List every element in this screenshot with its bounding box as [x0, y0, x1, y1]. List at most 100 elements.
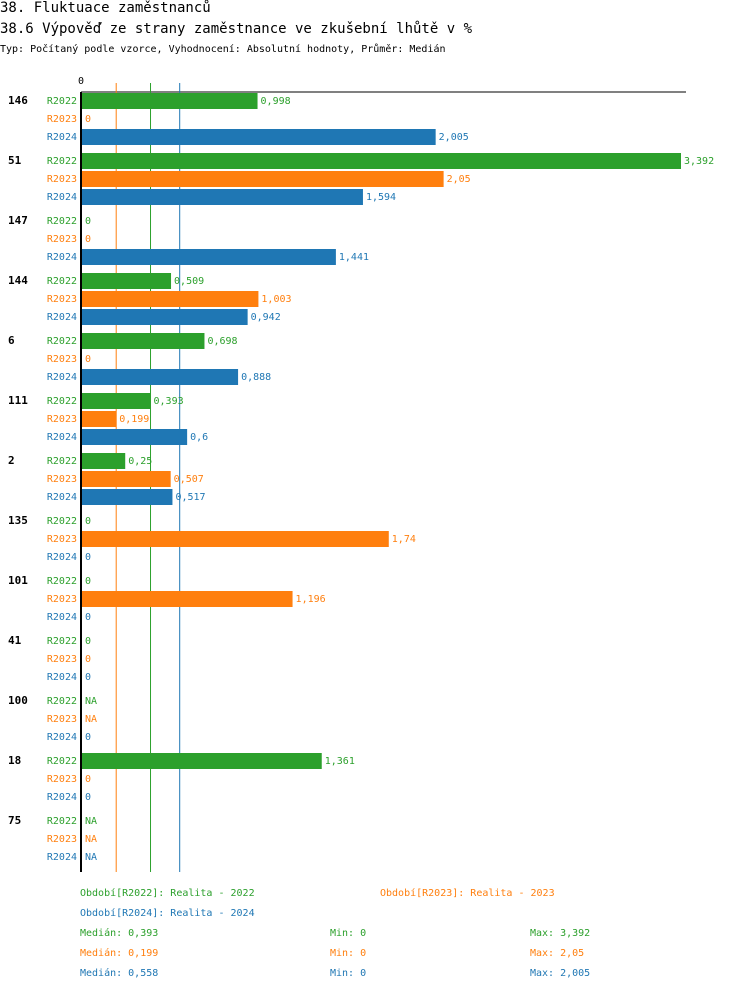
group-label-101: 101 [8, 574, 28, 587]
series-label-r2022: R2022 [47, 816, 77, 827]
value-label-41-r2024: 0 [85, 672, 91, 683]
group-label-135: 135 [8, 514, 28, 527]
value-label-100-r2024: 0 [85, 732, 91, 743]
series-label-r2022: R2022 [47, 96, 77, 107]
group-label-147: 147 [8, 214, 28, 227]
stats-r2023-min: Min: 0 [330, 948, 367, 959]
value-label-147-r2022: 0 [85, 216, 91, 227]
group-label-111: 111 [8, 394, 28, 407]
value-label-144-r2024: 0,942 [251, 312, 281, 323]
group-label-146: 146 [8, 94, 28, 107]
group-label-75: 75 [8, 814, 21, 827]
bar-144-r2023 [81, 291, 259, 307]
group-label-2: 2 [8, 454, 15, 467]
bar-111-r2023 [81, 411, 117, 427]
series-label-r2024: R2024 [47, 432, 77, 443]
value-label-6-r2023: 0 [85, 354, 91, 365]
chart-subtitle: 38.6 Výpověď ze strany zaměstnance ve zk… [0, 21, 473, 37]
stats-r2024-median: Medián: 0,558 [80, 968, 159, 979]
bar-chart: 0 146 R2022 0,998 R2023 0 R2024 2,005 51 R2022 3,3… [8, 76, 714, 872]
value-label-18-r2022: 1,361 [325, 756, 355, 767]
series-label-r2023: R2023 [47, 234, 77, 245]
series-label-r2023: R2023 [47, 354, 77, 365]
legend-r2024: Období[R2024]: Realita - 2024 [80, 908, 255, 919]
series-label-r2022: R2022 [47, 156, 77, 167]
legend-r2023: Období[R2023]: Realita - 2023 [380, 888, 555, 899]
series-label-r2022: R2022 [47, 336, 77, 347]
series-label-r2023: R2023 [47, 774, 77, 785]
group-label-144: 144 [8, 274, 28, 287]
value-label-135-r2022: 0 [85, 516, 91, 527]
bar-144-r2022 [81, 273, 172, 289]
series-label-r2024: R2024 [47, 372, 77, 383]
value-label-144-r2023: 1,003 [261, 294, 291, 305]
value-label-147-r2023: 0 [85, 234, 91, 245]
series-label-r2024: R2024 [47, 552, 77, 563]
bar-2-r2024 [81, 489, 173, 505]
series-label-r2022: R2022 [47, 516, 77, 527]
bar-146-r2024 [81, 129, 436, 145]
series-label-r2022: R2022 [47, 576, 77, 587]
stats-r2022-min: Min: 0 [330, 928, 367, 939]
bar-6-r2022 [81, 333, 205, 349]
value-label-18-r2023: 0 [85, 774, 91, 785]
series-label-r2022: R2022 [47, 756, 77, 767]
bar-2-r2022 [81, 453, 126, 469]
value-label-75-r2024: NA [85, 852, 97, 863]
group-label-41: 41 [8, 634, 22, 647]
series-label-r2023: R2023 [47, 174, 77, 185]
series-label-r2023: R2023 [47, 294, 77, 305]
group-label-6: 6 [8, 334, 15, 347]
stats-r2024-max: Max: 2,005 [530, 968, 591, 979]
group-label-51: 51 [8, 154, 22, 167]
series-label-r2023: R2023 [47, 414, 77, 425]
series-label-r2023: R2023 [47, 654, 77, 665]
series-label-r2022: R2022 [47, 456, 77, 467]
value-label-100-r2022: NA [85, 696, 97, 707]
bar-147-r2024 [81, 249, 336, 265]
value-label-101-r2022: 0 [85, 576, 91, 587]
axis-zero-label: 0 [78, 76, 84, 87]
chart-info: Typ: Počítaný podle vzorce, Vyhodnocení:… [0, 44, 446, 55]
series-label-r2023: R2023 [47, 594, 77, 605]
bar-144-r2024 [81, 309, 248, 325]
series-label-r2023: R2023 [47, 534, 77, 545]
value-label-146-r2023: 0 [85, 114, 91, 125]
group-label-18: 18 [8, 754, 21, 767]
value-label-111-r2023: 0,199 [119, 414, 149, 425]
value-label-75-r2023: NA [85, 834, 97, 845]
bar-6-r2024 [81, 369, 239, 385]
value-label-2-r2023: 0,507 [174, 474, 204, 485]
series-label-r2022: R2022 [47, 276, 77, 287]
value-label-101-r2024: 0 [85, 612, 91, 623]
bar-146-r2022 [81, 93, 258, 109]
series-label-r2024: R2024 [47, 132, 77, 143]
bar-18-r2022 [81, 753, 322, 769]
value-label-144-r2022: 0,509 [174, 276, 204, 287]
series-label-r2024: R2024 [47, 612, 77, 623]
value-label-6-r2022: 0,698 [207, 336, 237, 347]
value-label-101-r2023: 1,196 [296, 594, 326, 605]
series-label-r2023: R2023 [47, 114, 77, 125]
bar-51-r2023 [81, 171, 444, 187]
series-label-r2022: R2022 [47, 696, 77, 707]
series-label-r2024: R2024 [47, 252, 77, 263]
stats-r2023-max: Max: 2,05 [530, 948, 585, 959]
value-label-41-r2023: 0 [85, 654, 91, 665]
series-label-r2023: R2023 [47, 834, 77, 845]
value-label-111-r2024: 0,6 [190, 432, 208, 443]
value-label-111-r2022: 0,393 [154, 396, 184, 407]
value-label-2-r2022: 0,25 [128, 456, 152, 467]
bar-51-r2022 [81, 153, 681, 169]
bar-111-r2022 [81, 393, 151, 409]
series-label-r2022: R2022 [47, 216, 77, 227]
value-label-51-r2022: 3,392 [684, 156, 714, 167]
series-label-r2024: R2024 [47, 852, 77, 863]
series-label-r2024: R2024 [47, 732, 77, 743]
stats-r2023-median: Medián: 0,199 [80, 948, 159, 959]
series-label-r2022: R2022 [47, 636, 77, 647]
value-label-147-r2024: 1,441 [339, 252, 369, 263]
value-label-6-r2024: 0,888 [241, 372, 271, 383]
value-label-135-r2023: 1,74 [392, 534, 416, 545]
chart-title: 38. Fluktuace zaměstnanců [0, 0, 211, 16]
